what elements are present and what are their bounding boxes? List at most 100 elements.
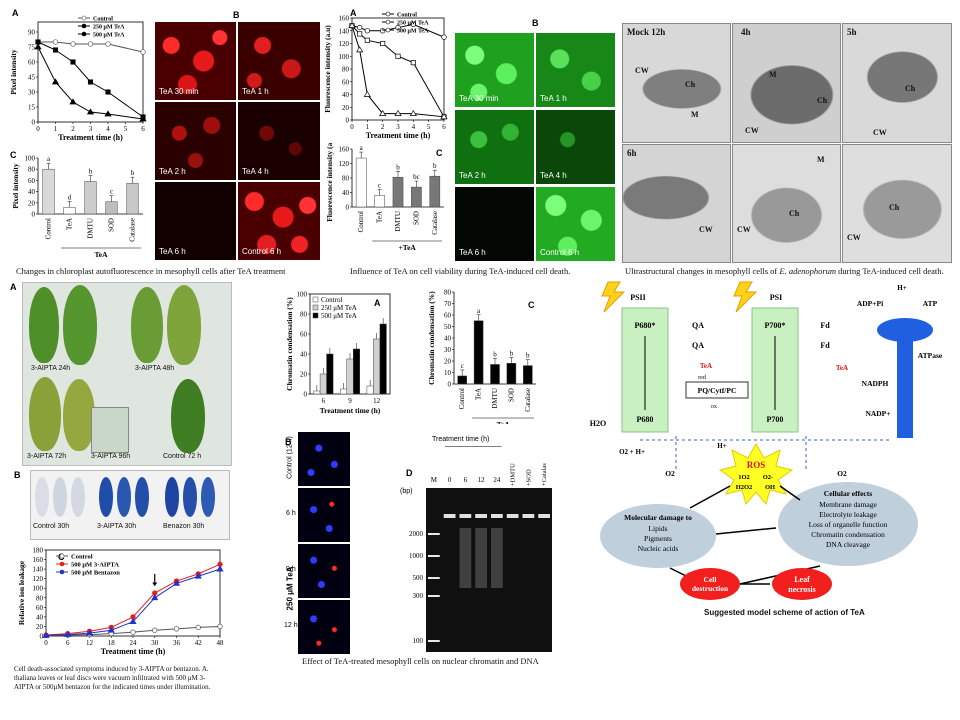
m-label: M (817, 155, 825, 164)
chromatin-treatment-chart: 0 10 20 30 40 50 60 70 80 Chromatin condensation … (427, 289, 536, 424)
data-point (357, 24, 363, 31)
x-tick-label: 42 (195, 639, 203, 647)
ox-label: ox (711, 404, 717, 410)
chloroplast-treatment-chart: 0 20 40 60 80 100 Pixel intensity a Control d TeA b… (11, 155, 143, 259)
legend-label: 500 μM 3-AIPTA (71, 562, 119, 569)
group-label: TeA (497, 420, 511, 424)
data-point (395, 53, 401, 59)
bar (506, 363, 517, 385)
significance-letter: bc (413, 173, 420, 181)
image-control-6h: Control 6 h (238, 182, 320, 260)
y-axis-label: Fluorescence intensity (a.u) (323, 25, 332, 113)
h-plus-label: H+ (897, 284, 906, 292)
red-label: red (698, 375, 706, 381)
plot-frame (37, 21, 144, 123)
data-point (107, 626, 115, 633)
bar (346, 358, 354, 395)
category-label: Control (458, 388, 466, 409)
arrow-line (779, 485, 801, 501)
x-tick-label: 36 (173, 639, 181, 647)
image-tea-2h: TeA 2 h (455, 110, 534, 184)
bar (379, 323, 387, 395)
cellular-item: Electrolyte leakage (819, 510, 877, 519)
y-tick-label: 80 (444, 289, 452, 297)
bar (63, 207, 76, 215)
y-tick-label: 30 (444, 346, 452, 354)
data-point (356, 46, 364, 53)
legend-label: 500 μM TeA (397, 29, 429, 35)
y-tick-label: 75 (28, 44, 36, 52)
panel-letter-c: C (10, 150, 17, 160)
cellular-item: Loss of organelle function (809, 520, 888, 529)
cellular-title: Cellular effects (824, 489, 872, 498)
p700-star-label: P700* (765, 321, 786, 330)
legend-marker (385, 27, 391, 33)
m-label: M (691, 110, 699, 119)
image-tea-30min: TeA 30 min (155, 22, 236, 100)
category-label: DMTU (394, 211, 402, 232)
category-label: 9 (348, 397, 352, 405)
bar (319, 373, 327, 395)
data-point (105, 41, 111, 47)
bar (313, 390, 321, 395)
legend-marker (81, 23, 87, 29)
cw-label: CW (699, 225, 713, 234)
category-label: TeA (66, 218, 74, 230)
gel-lane-label: M (431, 476, 438, 484)
caption-chromatin: Effect of TeA-treated mesophyll cells on… (302, 656, 539, 666)
y-tick-label: 0 (448, 381, 452, 389)
leaf-label: 3-AIPTA 48h (135, 365, 175, 372)
y-tick-label: 100 (339, 53, 350, 61)
x-axis-label: Treatment time (h) (320, 406, 381, 415)
caption-line: AIPTA or 500μM bentazon for the indicate… (14, 683, 211, 691)
em-label: 6h (627, 148, 637, 158)
data-point (217, 623, 223, 630)
data-point (87, 41, 94, 47)
significance-letter: d (68, 193, 72, 201)
image-label: TeA 30 min (459, 94, 499, 103)
y-tick-label: 30 (28, 89, 36, 97)
atpase-stalk (897, 330, 913, 438)
data-point (152, 627, 158, 633)
ros-burst (718, 442, 794, 506)
p680-label: P680 (637, 415, 654, 424)
gel-marker-band (428, 595, 440, 597)
bar (490, 364, 500, 385)
tea-label: TeA (836, 364, 848, 372)
legend-label: 250 μM TeA (321, 304, 357, 312)
y-tick-label: 180 (33, 547, 44, 555)
panel-letter-a: A (10, 282, 17, 292)
y-tick-label: 0 (304, 391, 308, 399)
p680-star-label: P680* (635, 321, 656, 330)
category-label: Control (357, 211, 365, 232)
em-panel-6: Ch CW (842, 144, 952, 263)
stain-label: Benazon 30h (163, 523, 205, 530)
image-tea-1h: TeA 1 h (238, 22, 320, 100)
nuclei-9h (298, 544, 350, 598)
category-label: SOD (108, 218, 116, 232)
molecular-item: Lipids (648, 524, 667, 533)
y-tick-label: 160 (339, 146, 350, 154)
group-label: +TeA (399, 243, 417, 252)
data-point (380, 28, 386, 34)
x-tick-label: 6 (442, 123, 446, 131)
fd-label: Fd (820, 321, 830, 330)
y-tick-label: 20 (28, 199, 36, 207)
leaf-label: Control 72 h (163, 453, 202, 460)
y-tick-label: 80 (342, 175, 350, 183)
ros-species-label: O2- (763, 474, 773, 481)
em-6h: 6h CW (622, 144, 731, 263)
h2o-label: H2O (590, 419, 606, 428)
data-point (364, 37, 370, 43)
red-fluorescence-grid: TeA 30 min TeA 1 h TeA 2 h TeA 4 h TeA 6… (155, 22, 320, 260)
data-point (194, 572, 202, 579)
data-point (357, 31, 363, 37)
y-axis-label: Pixel intensity (9, 49, 18, 94)
cw-label: CW (847, 233, 861, 242)
x-tick-label: 18 (108, 639, 116, 647)
legend-label: 500 μM Bentazon (71, 570, 120, 577)
y-tick-label: 0 (346, 117, 350, 125)
gel-lane-label: +DMTU (510, 463, 517, 486)
model-diagram: PSII PSI P680* P680 P700* P700 QA QA Fd Fd PQ/Cytf… (590, 281, 943, 600)
